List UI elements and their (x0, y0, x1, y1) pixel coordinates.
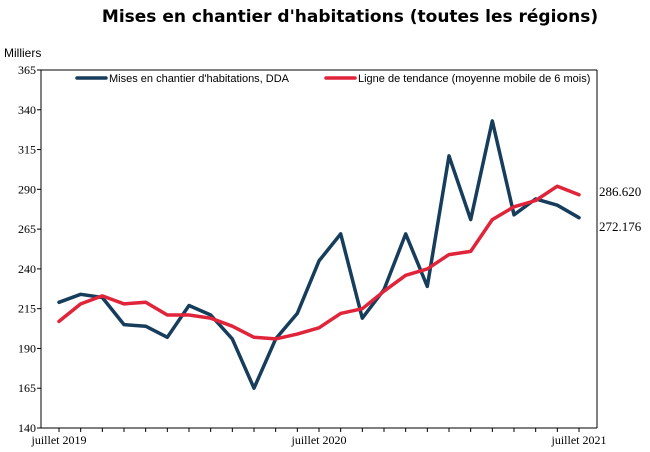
y-tick-label: 165 (18, 381, 36, 395)
y-tick-label: 240 (18, 262, 36, 276)
chart-title: Mises en chantier d'habitations (toutes … (102, 7, 598, 27)
series-lines (57, 119, 581, 390)
end-label-trend: 286.620 (599, 184, 641, 199)
y-tick-label: 290 (18, 182, 36, 196)
y-tick-label: 365 (18, 63, 36, 77)
x-axis: juillet 2019 juillet 2020 juillet 2021 (31, 427, 607, 447)
series-line-2 (57, 184, 581, 341)
legend: Mises en chantier d'habitations, DDA Lig… (75, 73, 590, 85)
legend-label-series-1: Mises en chantier d'habitations, DDA (109, 73, 290, 85)
x-tick-label: juillet 2021 (551, 433, 607, 447)
y-tick-label: 215 (18, 302, 36, 316)
series-line-1 (57, 119, 581, 390)
y-axis-label: Milliers (4, 46, 41, 60)
y-tick-label: 265 (18, 222, 36, 236)
y-axis: 140 165 190 215 240 265 290 315 340 365 (18, 63, 598, 435)
y-tick-label: 190 (18, 341, 36, 355)
y-tick-label: 315 (18, 143, 36, 157)
x-tick-label: juillet 2020 (291, 433, 347, 447)
y-tick-label: 340 (18, 103, 36, 117)
legend-label-series-2: Ligne de tendance (moyenne mobile de 6 m… (358, 73, 590, 85)
end-label-starts: 272.176 (599, 219, 642, 234)
y-tick-label: 140 (18, 421, 36, 435)
x-tick-label: juillet 2019 (31, 433, 87, 447)
